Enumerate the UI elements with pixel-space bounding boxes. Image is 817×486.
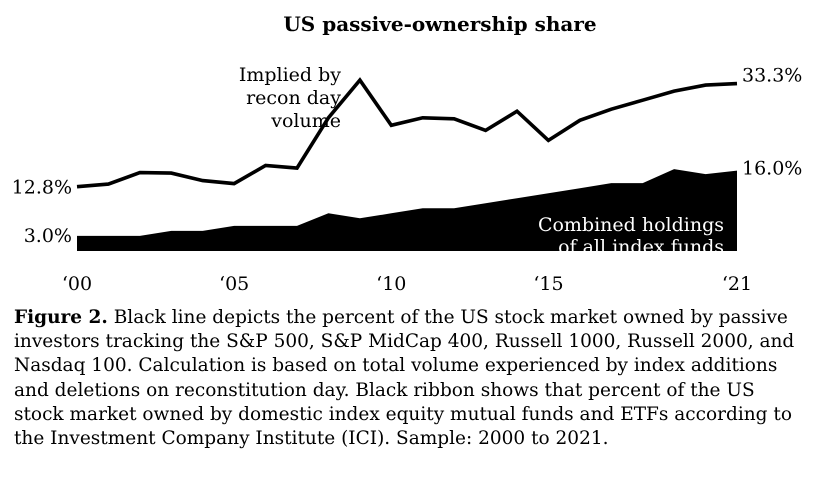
area-annotation-2: of all index funds xyxy=(558,236,724,258)
line-annotation-1: Implied by xyxy=(239,64,341,86)
passive-ownership-chart: US passive-ownership share 12.8% 33.3% 3.0… xyxy=(12,12,803,295)
x-tick-label-00: ‘00 xyxy=(62,273,92,295)
line-start-label: 12.8% xyxy=(12,177,72,199)
area-annotation-1: Combined holdings xyxy=(538,214,724,236)
x-axis-ticks: ‘00 ‘05 ‘10 ‘15 ‘21 xyxy=(62,273,752,295)
figure-caption: Figure 2. Black line depicts the percent… xyxy=(14,306,810,451)
recon-volume-line xyxy=(76,77,738,189)
x-tick-label-10: ‘10 xyxy=(376,273,406,295)
caption-label: Figure 2. xyxy=(14,307,108,328)
line-end-label: 33.3% xyxy=(742,65,802,87)
index-funds-area xyxy=(77,169,737,251)
area-end-label: 16.0% xyxy=(742,158,802,180)
line-annotation-2: recon day xyxy=(246,87,341,109)
x-tick-label-21: ‘21 xyxy=(722,273,752,295)
line-annotation-3: volume xyxy=(270,110,341,132)
area-start-label: 3.0% xyxy=(24,225,72,247)
chart-title: US passive-ownership share xyxy=(283,12,596,36)
caption-text: Black line depicts the percent of the US… xyxy=(14,307,795,450)
x-tick-label-05: ‘05 xyxy=(219,273,249,295)
x-tick-label-15: ‘15 xyxy=(533,273,563,295)
